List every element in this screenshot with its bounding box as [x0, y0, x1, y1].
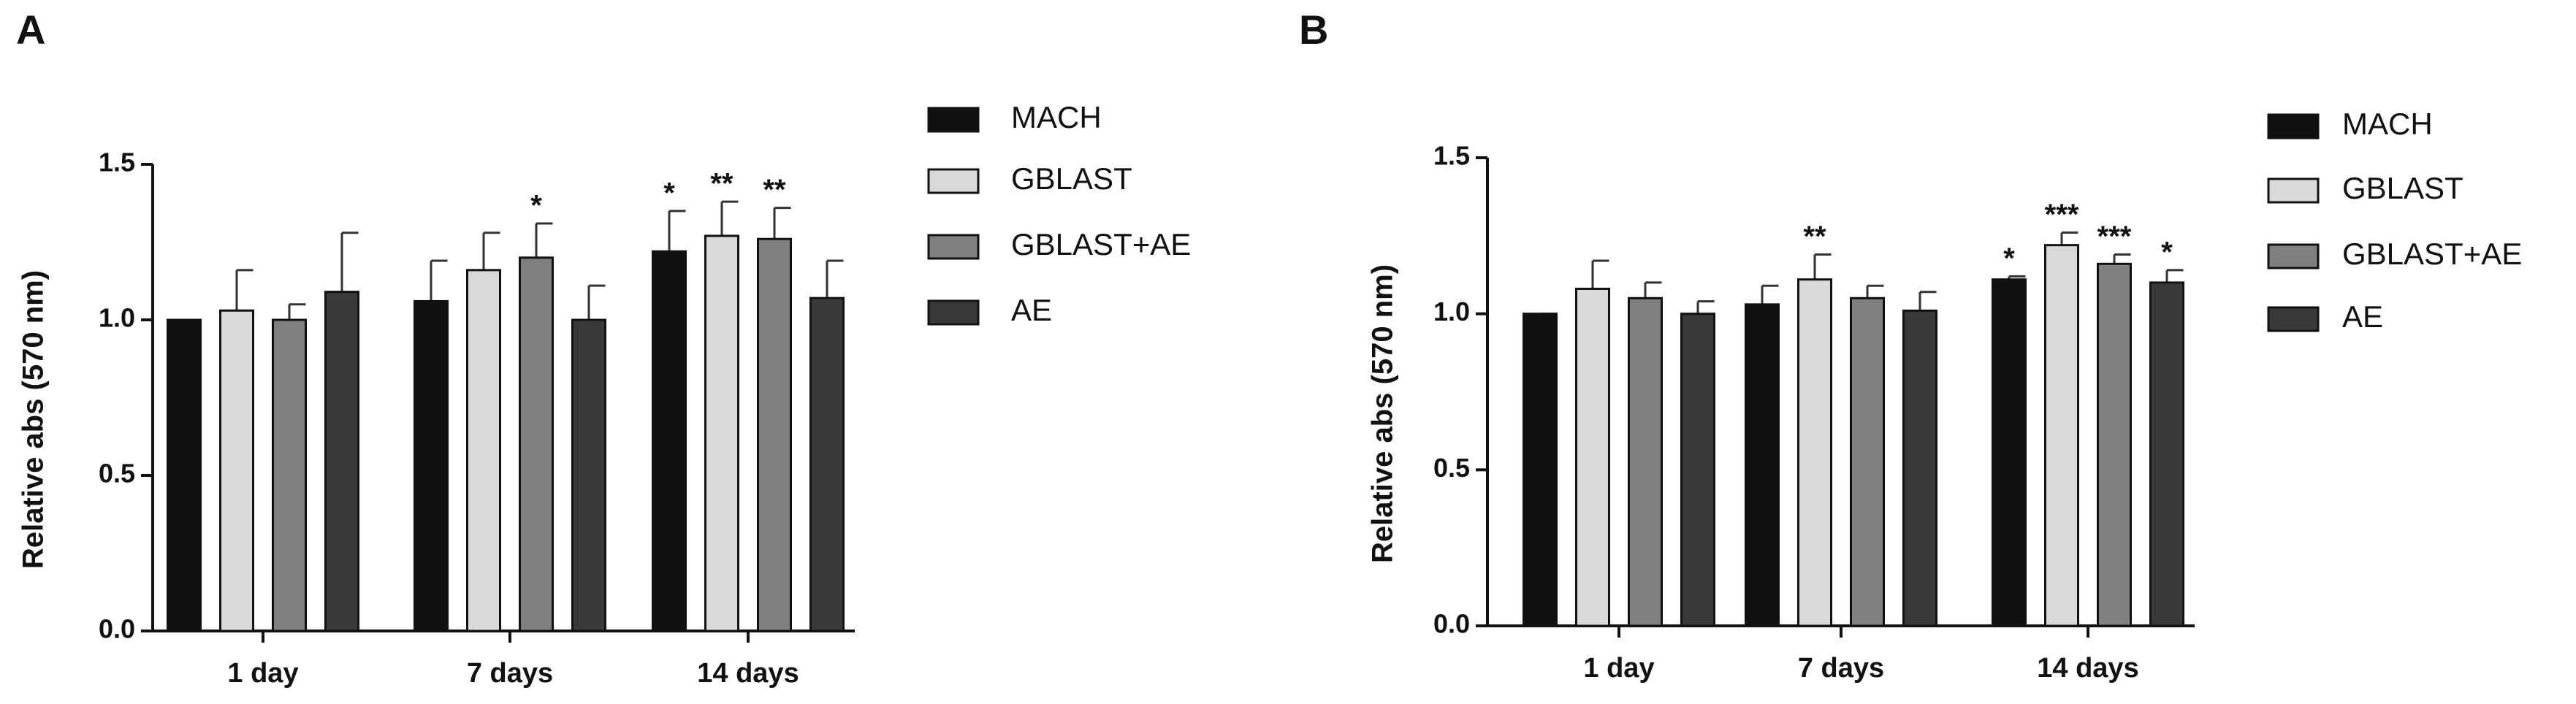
y-tick-label: 0.5: [1433, 453, 1470, 483]
panel-label: A: [16, 7, 45, 53]
x-tick-label: 7 days: [467, 658, 553, 689]
legend-label: AE: [1011, 293, 1052, 327]
significance-label: *: [663, 177, 675, 209]
y-tick-label: 1.5: [99, 148, 135, 177]
bar: [809, 296, 845, 632]
bar: [1680, 313, 1715, 627]
y-tick-label: 1.0: [99, 303, 135, 333]
significance-label: *: [530, 190, 542, 222]
legend-label: MACH: [2342, 107, 2433, 141]
significance-label: *: [2003, 242, 2015, 275]
bar: [519, 256, 554, 632]
bar: [1902, 309, 1937, 627]
bar: [757, 237, 792, 632]
bar: [1797, 278, 1832, 627]
bar: [167, 318, 202, 632]
bar: [414, 299, 449, 632]
legend-label: GBLAST+AE: [1011, 227, 1191, 261]
bar: [2149, 281, 2184, 627]
x-tick-label: 14 days: [2037, 653, 2138, 684]
significance-label: **: [1803, 221, 1826, 253]
legend-swatch: [2267, 306, 2320, 332]
x-tick-label: 7 days: [1798, 653, 1884, 684]
legend-label: GBLAST: [2342, 171, 2463, 205]
significance-label: **: [763, 174, 786, 206]
x-tick-label: 1 day: [227, 658, 298, 689]
legend-swatch: [927, 107, 980, 133]
x-tick-label: 14 days: [697, 658, 799, 689]
x-tick-label: 1 day: [1583, 653, 1654, 684]
y-tick-label: 0.5: [99, 459, 135, 489]
legend-label: MACH: [1011, 100, 1102, 134]
panel-label: B: [1299, 7, 1328, 53]
bar: [1523, 313, 1558, 627]
bar: [466, 269, 501, 632]
bar: [1575, 287, 1610, 627]
significance-label: *: [2161, 236, 2173, 268]
legend-swatch: [2267, 177, 2320, 204]
y-tick-label: 1.0: [1433, 296, 1470, 326]
bar: [272, 318, 307, 632]
legend-label: AE: [2342, 299, 2383, 334]
legend-swatch: [2267, 113, 2320, 139]
y-tick-label: 0.0: [1433, 609, 1470, 639]
bar: [1850, 296, 1885, 627]
bar: [324, 291, 359, 632]
bar: [1992, 278, 2027, 627]
legend-swatch: [927, 299, 980, 326]
legend-label: GBLAST+AE: [2342, 237, 2522, 271]
y-axis-label: Relative abs (570 nm): [1367, 264, 1399, 563]
bar: [571, 318, 606, 632]
legend-swatch: [927, 168, 980, 194]
bar: [652, 250, 687, 632]
bar: [1745, 303, 1780, 627]
bar: [704, 234, 739, 632]
bar: [2097, 262, 2132, 627]
legend-swatch: [927, 234, 980, 260]
y-axis-label: Relative abs (570 nm): [18, 270, 50, 569]
y-tick-label: 0.0: [99, 614, 135, 644]
y-tick-label: 1.5: [1433, 141, 1470, 171]
legend-label: GBLAST: [1011, 161, 1132, 196]
bar: [219, 309, 254, 632]
significance-label: ***: [2097, 221, 2132, 253]
legend-swatch: [2267, 243, 2320, 269]
bar: [1628, 296, 1663, 627]
significance-label: ***: [2045, 199, 2079, 231]
significance-label: **: [710, 168, 733, 200]
bar: [2044, 244, 2079, 627]
